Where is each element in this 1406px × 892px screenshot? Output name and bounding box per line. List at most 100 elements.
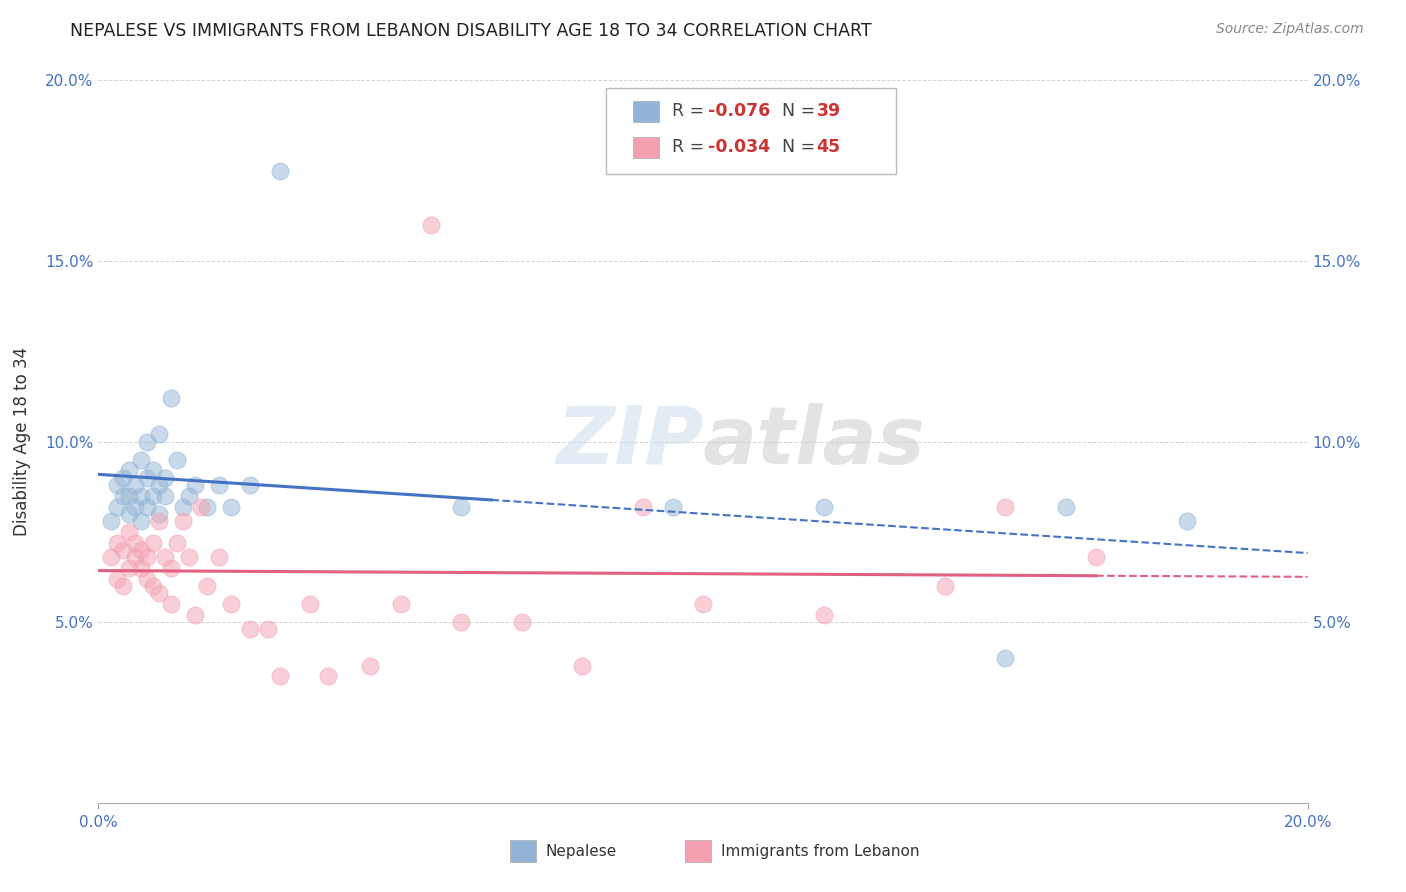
- Point: [239, 478, 262, 492]
- Point: [148, 427, 170, 442]
- Point: [195, 579, 218, 593]
- Point: [105, 500, 128, 514]
- Point: [118, 507, 141, 521]
- Text: Source: ZipAtlas.com: Source: ZipAtlas.com: [1216, 22, 1364, 37]
- Text: atlas: atlas: [703, 402, 925, 481]
- Point: [172, 514, 194, 528]
- Point: [142, 489, 165, 503]
- Point: [208, 550, 231, 565]
- Point: [360, 658, 382, 673]
- Point: [316, 669, 339, 683]
- Point: [142, 535, 165, 549]
- Point: [148, 586, 170, 600]
- Point: [160, 597, 183, 611]
- Point: [129, 514, 152, 528]
- FancyBboxPatch shape: [633, 101, 659, 122]
- Point: [111, 471, 134, 485]
- Point: [124, 550, 146, 565]
- Point: [195, 500, 218, 514]
- Text: ZIP: ZIP: [555, 402, 703, 481]
- Point: [184, 607, 207, 622]
- Point: [160, 561, 183, 575]
- Text: R =: R =: [672, 103, 709, 120]
- Point: [166, 535, 188, 549]
- FancyBboxPatch shape: [509, 840, 536, 862]
- Point: [994, 651, 1017, 665]
- Point: [631, 500, 654, 514]
- Text: 39: 39: [817, 103, 841, 120]
- Point: [813, 500, 835, 514]
- Point: [208, 478, 231, 492]
- Point: [124, 478, 146, 492]
- Text: Nepalese: Nepalese: [546, 844, 617, 859]
- Text: 45: 45: [817, 138, 841, 156]
- Point: [111, 489, 134, 503]
- Point: [118, 489, 141, 503]
- Point: [269, 163, 291, 178]
- Point: [153, 489, 176, 503]
- Point: [571, 658, 593, 673]
- Point: [184, 478, 207, 492]
- Point: [124, 500, 146, 514]
- Point: [153, 471, 176, 485]
- Point: [166, 452, 188, 467]
- Point: [129, 561, 152, 575]
- Point: [148, 478, 170, 492]
- Point: [239, 623, 262, 637]
- Point: [111, 579, 134, 593]
- Point: [111, 542, 134, 557]
- Point: [135, 434, 157, 449]
- Point: [105, 535, 128, 549]
- Point: [813, 607, 835, 622]
- Point: [221, 500, 243, 514]
- Point: [450, 615, 472, 630]
- Point: [153, 550, 176, 565]
- Point: [661, 500, 683, 514]
- Point: [256, 623, 278, 637]
- Point: [129, 489, 152, 503]
- Point: [142, 463, 165, 477]
- Point: [221, 597, 243, 611]
- Point: [124, 535, 146, 549]
- Point: [135, 572, 157, 586]
- Point: [118, 524, 141, 539]
- Text: N =: N =: [770, 138, 821, 156]
- Y-axis label: Disability Age 18 to 34: Disability Age 18 to 34: [13, 347, 31, 536]
- Point: [190, 500, 212, 514]
- Point: [129, 452, 152, 467]
- Text: Immigrants from Lebanon: Immigrants from Lebanon: [721, 844, 920, 859]
- Point: [1054, 500, 1077, 514]
- Point: [135, 500, 157, 514]
- Point: [118, 463, 141, 477]
- Point: [389, 597, 412, 611]
- Point: [179, 489, 201, 503]
- Point: [1085, 550, 1108, 565]
- Point: [172, 500, 194, 514]
- Point: [135, 471, 157, 485]
- Point: [105, 572, 128, 586]
- Point: [160, 391, 183, 405]
- Point: [510, 615, 533, 630]
- FancyBboxPatch shape: [633, 136, 659, 158]
- Point: [934, 579, 956, 593]
- Point: [420, 218, 443, 232]
- FancyBboxPatch shape: [685, 840, 711, 862]
- FancyBboxPatch shape: [606, 87, 897, 174]
- Point: [129, 542, 152, 557]
- Point: [105, 478, 128, 492]
- Point: [179, 550, 201, 565]
- Text: -0.034: -0.034: [707, 138, 770, 156]
- Point: [100, 550, 122, 565]
- Text: N =: N =: [770, 103, 821, 120]
- Point: [269, 669, 291, 683]
- Point: [692, 597, 714, 611]
- Text: NEPALESE VS IMMIGRANTS FROM LEBANON DISABILITY AGE 18 TO 34 CORRELATION CHART: NEPALESE VS IMMIGRANTS FROM LEBANON DISA…: [70, 22, 872, 40]
- Point: [1175, 514, 1198, 528]
- Point: [100, 514, 122, 528]
- Point: [142, 579, 165, 593]
- Point: [118, 561, 141, 575]
- Point: [148, 514, 170, 528]
- Point: [135, 550, 157, 565]
- Text: -0.076: -0.076: [707, 103, 770, 120]
- Point: [994, 500, 1017, 514]
